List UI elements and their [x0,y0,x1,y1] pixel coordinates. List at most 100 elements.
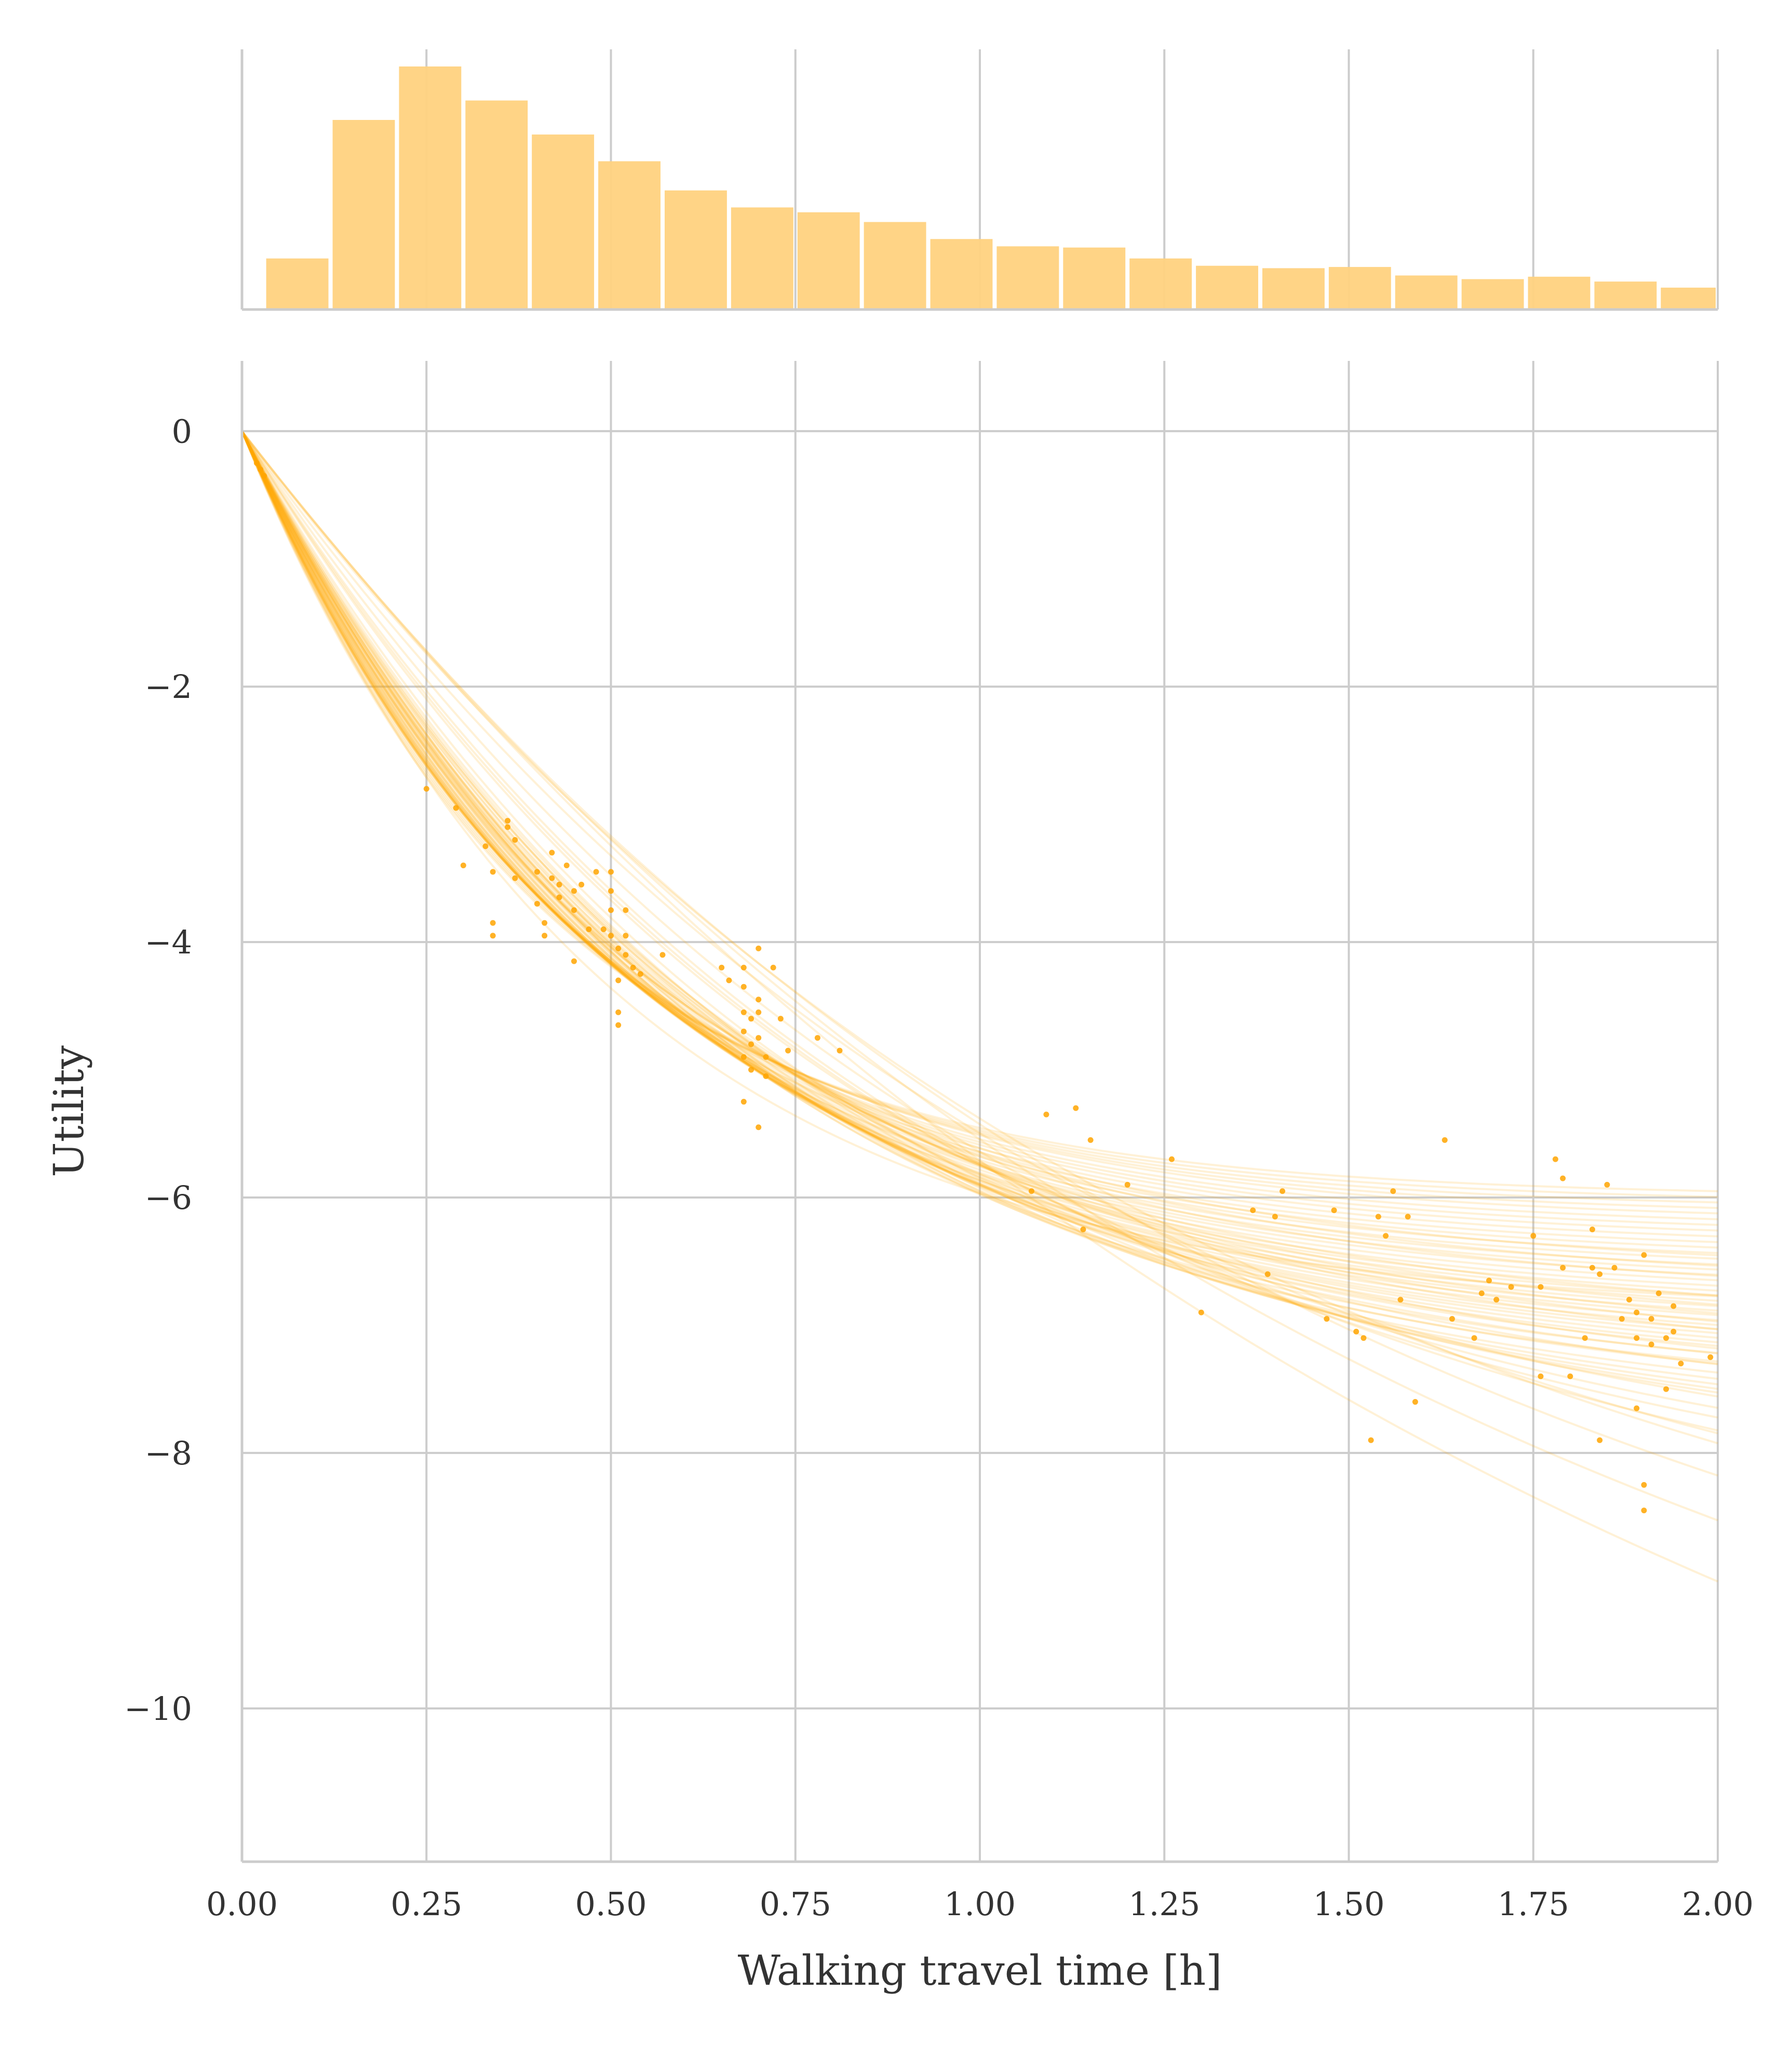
y-tick-label: −8 [145,1434,192,1472]
histogram-bar [1661,287,1716,310]
utility-point [512,875,518,881]
utility-curve [241,430,1718,1302]
utility-curve [241,430,1718,1330]
utility-point [756,997,762,1003]
utility-point [1383,1233,1389,1239]
utility-point [1353,1328,1359,1335]
utility-point [1663,1386,1669,1392]
utility-point [512,837,518,843]
utility-curve [241,430,1718,1307]
utility-point [1390,1188,1396,1194]
utility-point [1449,1316,1455,1322]
utility-curve [241,430,1718,1257]
x-tick-label: 1.50 [1313,1885,1384,1923]
x-tick-label: 0.50 [575,1885,646,1923]
y-axis-label: Utility [45,1045,93,1177]
utility-point [1634,1335,1640,1341]
histogram-bar [1461,279,1524,310]
utility-curve [241,430,1718,1365]
utility-point [740,1099,747,1105]
utility-point [1678,1361,1684,1367]
utility-point [637,971,643,977]
utility-point [608,933,614,939]
x-tick-label: 0.75 [760,1885,831,1923]
utility-point [1478,1290,1485,1296]
utility-point [1279,1188,1286,1194]
x-tick-labels: 0.00 0.25 0.50 0.75 1.00 1.25 1.50 1.75 2.00 [206,1885,1754,1923]
utility-point [659,952,666,958]
histogram-bar [598,161,661,310]
utility-curve [241,430,1718,1277]
utility-point [1619,1316,1625,1322]
utility-curve [241,430,1718,1192]
utility-curve [241,430,1718,1297]
utility-point [1368,1437,1374,1443]
utility-point [1611,1264,1618,1271]
utility-curve [241,430,1718,1409]
utility-curve [241,430,1718,1355]
utility-curve [241,430,1718,1249]
histogram-bar [1395,275,1458,310]
utility-curve [241,430,1718,1322]
utility-point [600,926,607,933]
utility-point [1641,1252,1647,1258]
utility-curve [241,430,1718,1237]
utility-curve [241,430,1718,1298]
utility-point [534,900,540,907]
utility-point [1567,1373,1573,1379]
utility-point [563,863,570,869]
utility-point [1124,1181,1130,1188]
utility-point [1043,1111,1049,1118]
utility-point [1361,1335,1367,1341]
utility-point [253,460,260,466]
utility-curve [241,430,1718,1282]
utility-curve [241,430,1718,1432]
utility-point [1538,1284,1544,1290]
utility-curve [241,430,1718,1292]
y-tick-label: −2 [145,668,192,706]
utility-curve [241,430,1718,1243]
utility-curve [241,430,1718,1267]
utility-point [261,473,267,479]
utility-point [505,817,511,824]
utility-point [1331,1207,1337,1214]
x-tick-label: 2.00 [1682,1885,1754,1923]
utility-point [571,907,577,913]
utility-point [748,1041,754,1047]
utility-point [453,805,459,811]
utility-point [1707,1354,1714,1360]
utility-point [490,869,496,875]
utility-point [1641,1482,1647,1488]
utility-point [578,881,585,887]
histogram-bar [1063,247,1126,310]
y-tick-label: 0 [172,412,192,450]
utility-curve [241,430,1718,1445]
histogram-bar [797,212,860,310]
y-tick-label: −10 [124,1690,192,1728]
utility-curve [241,430,1718,1323]
utility-point [571,888,577,894]
utility-point [756,1035,762,1041]
utility-curve [241,430,1718,1312]
utility-curve [241,430,1718,1363]
utility-point [1324,1316,1330,1322]
utility-curve [241,430,1718,1350]
utility-point [534,869,540,875]
histogram-bar [532,134,595,310]
utility-point [777,1016,784,1022]
utility-point [1442,1137,1448,1143]
utility-curve [241,430,1718,1330]
utility-point [740,964,747,971]
utility-point [1538,1373,1544,1379]
utility-point [1663,1335,1669,1341]
utility-point [615,945,622,951]
utility-point [1560,1175,1566,1181]
x-tick-label: 1.00 [944,1885,1016,1923]
utility-point [1508,1284,1514,1290]
utility-point [740,1009,747,1015]
utility-point [763,1054,769,1060]
y-tick-label: −6 [145,1179,192,1217]
utility-point [623,907,629,913]
utility-curve [241,430,1718,1316]
utility-point [740,1054,747,1060]
